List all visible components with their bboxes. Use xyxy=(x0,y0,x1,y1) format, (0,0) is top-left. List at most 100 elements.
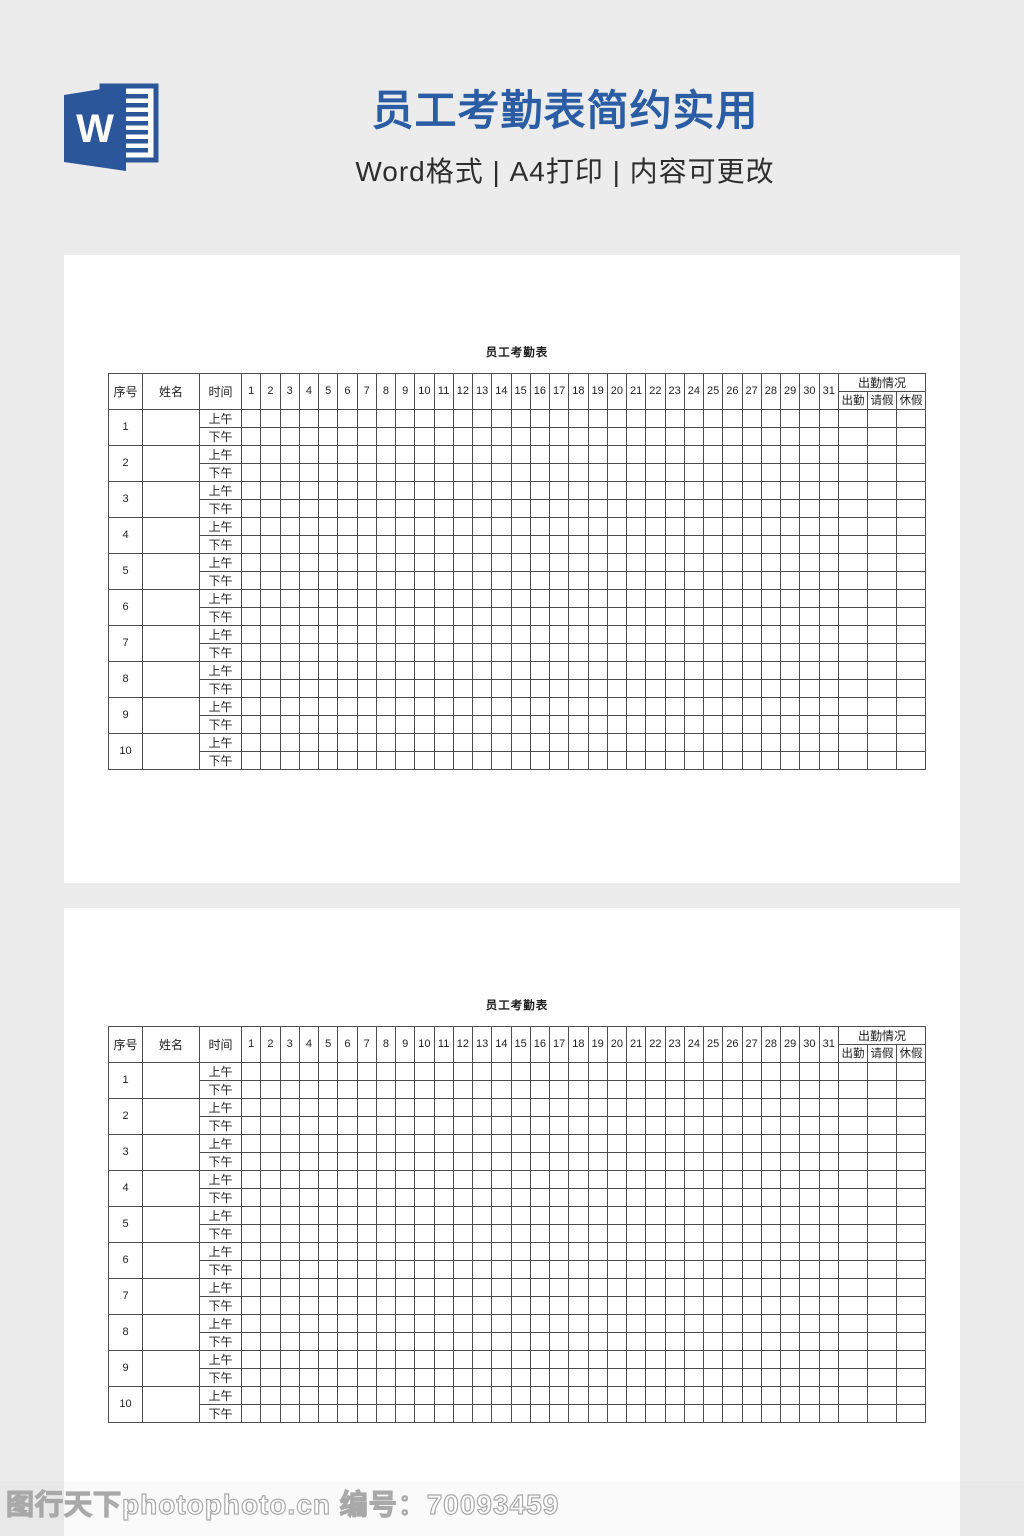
day-mark-cell xyxy=(529,462,551,482)
day-mark-cell xyxy=(260,1385,281,1405)
attendance-mark-cell xyxy=(895,1151,927,1171)
day-mark-cell xyxy=(491,1403,512,1423)
day-mark-cell xyxy=(317,606,339,626)
name-cell xyxy=(142,1385,200,1423)
day-mark-cell xyxy=(317,1061,339,1081)
day-mark-cell xyxy=(433,1169,454,1189)
day-mark-cell xyxy=(683,1385,705,1405)
attendance-mark-cell xyxy=(837,660,868,680)
day-mark-cell xyxy=(414,1313,435,1333)
day-mark-cell xyxy=(548,1205,570,1225)
attendance-mark-cell xyxy=(895,534,927,554)
day-mark-cell xyxy=(471,750,493,770)
time-cell: 上午 xyxy=(199,1385,242,1405)
day-mark-cell xyxy=(606,1241,628,1261)
day-mark-cell xyxy=(452,1313,474,1333)
day-mark-cell xyxy=(240,534,262,554)
time-cell: 下午 xyxy=(199,678,242,698)
attendance-mark-cell xyxy=(866,516,897,536)
name-cell xyxy=(142,408,200,446)
attendance-mark-cell xyxy=(895,1133,927,1153)
day-mark-cell xyxy=(568,660,589,680)
day-mark-cell xyxy=(279,516,300,536)
day-mark-cell xyxy=(491,1277,512,1297)
day-mark-cell xyxy=(375,408,397,428)
day-mark-cell xyxy=(741,1097,762,1117)
day-mark-cell xyxy=(356,1169,377,1189)
day-mark-cell xyxy=(779,1403,801,1423)
table-row: 下午 xyxy=(109,426,927,446)
day-mark-cell xyxy=(317,480,339,500)
day-mark-cell xyxy=(702,714,724,734)
day-mark-cell xyxy=(625,1133,647,1153)
day-mark-cell xyxy=(587,660,608,680)
day-mark-cell xyxy=(279,732,300,752)
day-mark-cell xyxy=(414,1349,435,1369)
day-mark-cell xyxy=(779,642,801,662)
day-mark-cell xyxy=(491,660,512,680)
day-mark-cell xyxy=(529,1331,551,1351)
day-mark-cell xyxy=(625,1187,647,1207)
time-cell: 上午 xyxy=(199,696,242,716)
day-mark-cell xyxy=(471,1385,493,1405)
table-row: 5 上午 xyxy=(108,552,927,590)
day-mark-cell xyxy=(799,480,820,500)
day-mark-cell xyxy=(240,1241,262,1261)
day-mark-cell xyxy=(548,570,570,590)
day-mark-cell xyxy=(741,732,762,752)
day-mark-cell xyxy=(337,1187,358,1207)
day-mark-cell xyxy=(240,426,262,446)
attendance-mark-cell xyxy=(895,462,927,482)
row-number-cell: 9 xyxy=(108,696,143,734)
attendance-mark-cell xyxy=(837,1385,868,1405)
day-mark-cell xyxy=(375,1241,397,1261)
day-mark-cell xyxy=(510,1295,531,1315)
attendance-mark-cell xyxy=(837,678,868,698)
day-mark-cell xyxy=(491,534,512,554)
day-mark-cell xyxy=(260,750,281,770)
day-mark-cell xyxy=(356,1295,377,1315)
day-mark-cell xyxy=(452,1385,474,1405)
day-mark-cell xyxy=(664,1133,685,1153)
day-mark-cell xyxy=(799,660,820,680)
attendance-mark-cell xyxy=(895,678,927,698)
day-mark-cell xyxy=(702,1061,724,1081)
day-mark-cell xyxy=(683,480,705,500)
time-cell: 下午 xyxy=(199,1259,242,1279)
day-mark-cell xyxy=(664,408,685,428)
row-number-cell: 8 xyxy=(108,660,143,698)
day-mark-cell xyxy=(625,732,647,752)
day-mark-cell xyxy=(452,1115,474,1135)
day-mark-cell xyxy=(414,1187,435,1207)
col-header-day: 11 xyxy=(433,373,454,410)
col-header-attendance-group: 出勤情况 xyxy=(837,373,927,392)
day-mark-cell xyxy=(394,1331,416,1351)
day-mark-cell xyxy=(298,1367,320,1387)
day-mark-cell xyxy=(298,516,320,536)
day-mark-cell xyxy=(741,1241,762,1261)
col-header-attendance-sub: 请假 xyxy=(866,391,897,410)
day-mark-cell xyxy=(356,696,377,716)
day-mark-cell xyxy=(548,1313,570,1333)
day-mark-cell xyxy=(433,1367,454,1387)
attendance-mark-cell xyxy=(895,1313,927,1333)
day-mark-cell xyxy=(760,516,782,536)
day-mark-cell xyxy=(625,1205,647,1225)
day-mark-cell xyxy=(529,660,551,680)
col-header-day: 8 xyxy=(375,373,397,410)
day-mark-cell xyxy=(394,1223,416,1243)
day-mark-cell xyxy=(664,588,685,608)
day-mark-cell xyxy=(722,642,743,662)
day-mark-cell xyxy=(645,1115,666,1135)
day-mark-cell xyxy=(433,552,454,572)
day-mark-cell xyxy=(240,516,262,536)
day-mark-cell xyxy=(414,1223,435,1243)
day-mark-cell xyxy=(645,696,666,716)
day-mark-cell xyxy=(625,588,647,608)
day-mark-cell xyxy=(664,498,685,518)
day-mark-cell xyxy=(317,1151,339,1171)
day-mark-cell xyxy=(587,750,608,770)
day-mark-cell xyxy=(510,588,531,608)
day-mark-cell xyxy=(337,1079,358,1099)
day-mark-cell xyxy=(298,1295,320,1315)
